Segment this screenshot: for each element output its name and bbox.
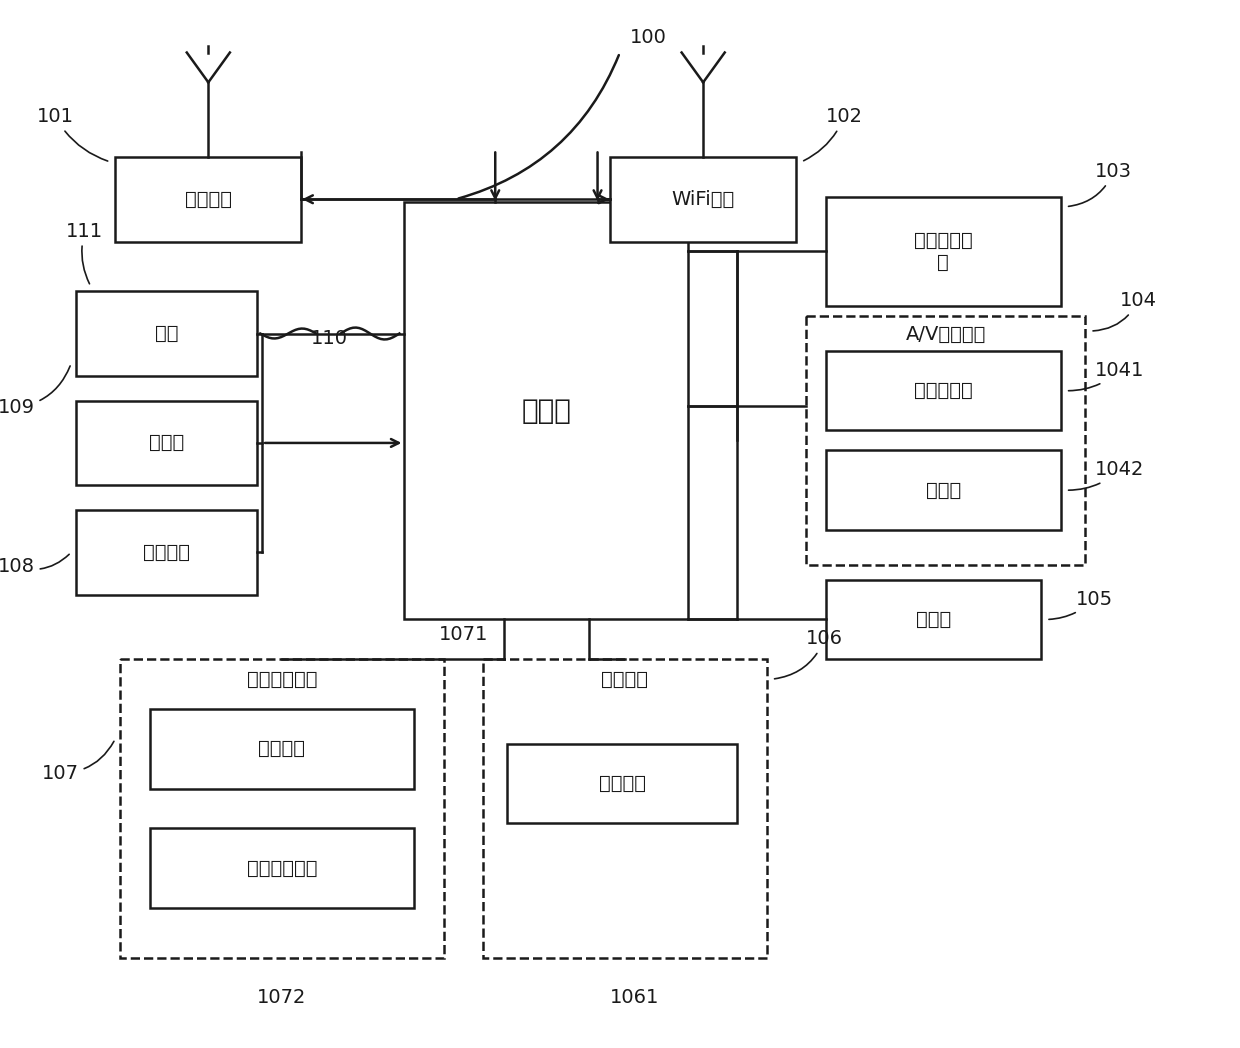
Bar	[150, 828, 414, 908]
Text: 106: 106	[775, 630, 843, 679]
Text: 101: 101	[37, 107, 108, 161]
Text: 传感器: 传感器	[916, 610, 951, 629]
Text: 麦克风: 麦克风	[925, 481, 961, 500]
Text: 102: 102	[804, 107, 863, 160]
Text: 图形处理器: 图形处理器	[914, 381, 972, 400]
Text: 存储器: 存储器	[149, 434, 185, 453]
Bar	[826, 580, 1042, 659]
Bar	[76, 400, 258, 485]
Text: 1072: 1072	[257, 987, 306, 1006]
Text: A/V输入单元: A/V输入单元	[905, 325, 986, 344]
Bar	[826, 451, 1061, 530]
Text: 103: 103	[1069, 161, 1132, 206]
Text: 111: 111	[66, 221, 103, 284]
Text: 1071: 1071	[439, 626, 487, 645]
Bar	[826, 351, 1061, 431]
Text: 1061: 1061	[610, 987, 660, 1006]
Text: 1041: 1041	[1069, 361, 1145, 391]
Text: 处理器: 处理器	[522, 396, 572, 424]
Text: 音频输出单
元: 音频输出单 元	[914, 231, 972, 271]
Text: 110: 110	[311, 329, 348, 348]
Text: 显示单元: 显示单元	[601, 670, 649, 689]
Text: 105: 105	[1049, 590, 1112, 619]
Text: 108: 108	[0, 554, 69, 576]
Text: 用户输入单元: 用户输入单元	[247, 670, 317, 689]
Text: 触控面板: 触控面板	[258, 739, 305, 759]
Text: 100: 100	[630, 28, 667, 47]
Text: 显示面板: 显示面板	[599, 774, 646, 793]
Text: 1042: 1042	[1069, 460, 1145, 490]
Text: 104: 104	[1092, 291, 1157, 331]
Text: 其他输入设备: 其他输入设备	[247, 858, 317, 877]
Bar	[404, 201, 688, 619]
Bar	[610, 157, 796, 241]
Text: 射频单元: 射频单元	[185, 190, 232, 209]
Text: WiFi模块: WiFi模块	[672, 190, 735, 209]
Bar	[115, 157, 301, 241]
Bar	[826, 197, 1061, 306]
Bar	[76, 510, 258, 594]
Text: 109: 109	[0, 366, 71, 417]
Bar	[150, 709, 414, 788]
Bar	[120, 659, 444, 958]
Bar	[76, 291, 258, 376]
Bar	[482, 659, 766, 958]
Text: 电源: 电源	[155, 324, 179, 343]
Text: 107: 107	[42, 741, 114, 783]
Text: 接口单元: 接口单元	[143, 543, 190, 562]
Bar	[806, 316, 1085, 565]
Bar	[507, 744, 738, 824]
